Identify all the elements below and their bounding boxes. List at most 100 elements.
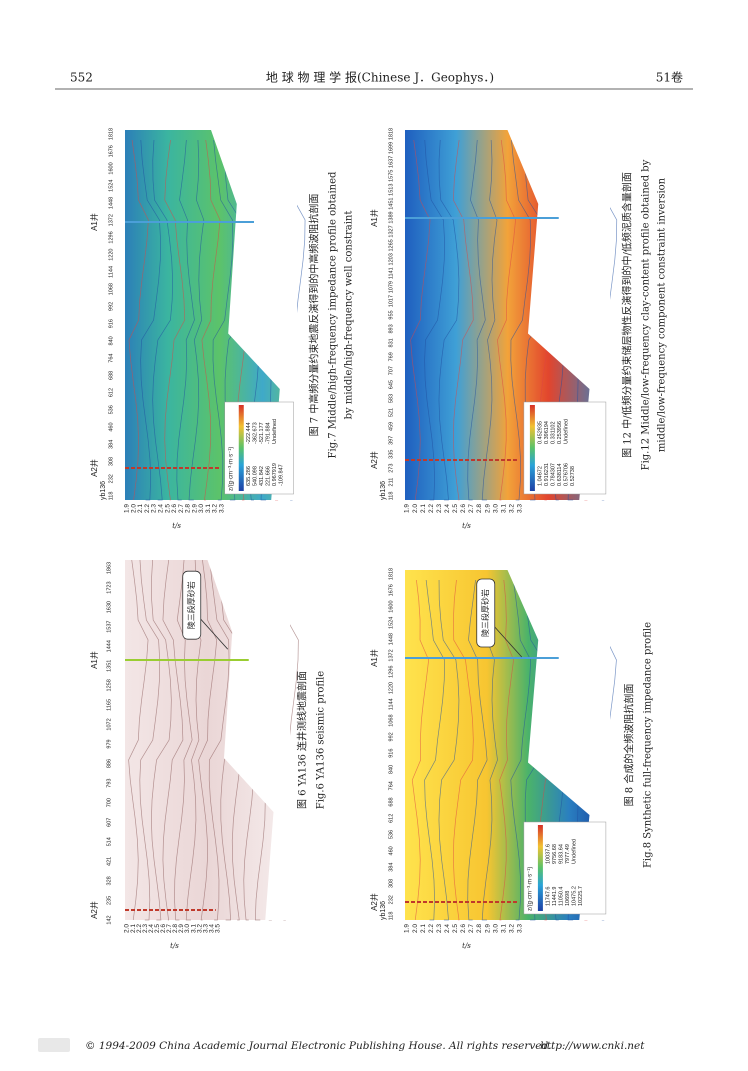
figure: A2井 A1井 yb136 118 211 273 335 397 459 521 583 645 70… xyxy=(369,128,667,530)
time-tick-label: 2.3 xyxy=(436,924,443,933)
copyright: © 1994-2009 China Academic Journal Elect… xyxy=(85,1040,552,1052)
time-tick-label: 2.3 xyxy=(151,504,158,513)
trace-label: 1372 xyxy=(388,649,394,661)
trace-label: 893 xyxy=(388,324,394,333)
legend-value: 11441.9 xyxy=(552,887,558,906)
reflector xyxy=(212,139,234,501)
trace-label: 384 xyxy=(108,440,114,449)
trace-label: 1068 xyxy=(108,283,114,295)
blank-region xyxy=(211,130,297,500)
trace-label: 1600 xyxy=(108,162,114,174)
trace-label: 688 xyxy=(388,797,394,806)
trace-label: 459 xyxy=(388,422,394,431)
trace-label: 308 xyxy=(388,879,394,888)
trace-label: 1863 xyxy=(106,562,112,574)
reflector xyxy=(128,139,149,501)
trace-label: 1265 xyxy=(388,239,394,251)
time-tick-label: 2.4 xyxy=(148,924,155,933)
legend-value: 11050.4 xyxy=(558,887,564,906)
time-tick-label: 2.2 xyxy=(144,504,151,513)
trace-label: 1524 xyxy=(388,617,394,629)
trace-label: 421 xyxy=(106,857,112,866)
reflector xyxy=(411,579,429,921)
trace-label: 1818 xyxy=(388,128,394,140)
time-axis-label: t/s xyxy=(170,942,179,950)
trace-label: 460 xyxy=(108,422,114,431)
trace-label: 1165 xyxy=(106,699,112,711)
trace-label: 335 xyxy=(388,450,394,459)
time-tick-label: 2.1 xyxy=(137,504,144,513)
trace-label: 1676 xyxy=(388,584,394,596)
trace-label: 612 xyxy=(108,388,114,397)
time-tick-label: 3.0 xyxy=(184,924,191,933)
figure: A2井 A1井 yb136 118 232 308 384 460 536 612 688 764 84… xyxy=(369,568,653,950)
time-tick-label: 3.1 xyxy=(190,924,197,933)
time-tick-label: 3.0 xyxy=(492,504,499,513)
well-label: A2井 xyxy=(89,459,99,477)
legend-value: 7977.49 xyxy=(565,844,571,864)
trace-label: 1079 xyxy=(388,281,394,293)
trace-label: 916 xyxy=(388,749,394,758)
trace-label: 1524 xyxy=(108,180,114,192)
time-tick-label: 2.9 xyxy=(191,504,198,513)
trace-label: 118 xyxy=(388,912,394,921)
time-tick-label: 3.2 xyxy=(212,504,219,513)
time-tick-label: 3.0 xyxy=(198,504,205,513)
legend-box xyxy=(523,401,607,495)
time-tick-label: 2.5 xyxy=(452,504,459,513)
trace-label: 793 xyxy=(106,779,112,788)
legend-value: 9183.64 xyxy=(558,844,564,864)
trace-label: 1072 xyxy=(106,718,112,730)
trace-label: 955 xyxy=(388,310,394,319)
trace-label: 1637 xyxy=(388,156,394,168)
reflector xyxy=(198,559,218,921)
annotation: 陵三段厚砂岩 xyxy=(186,581,196,629)
time-tick-label: 2.8 xyxy=(172,924,179,933)
well-label: A1井 xyxy=(89,651,99,669)
time-tick-label: 3.3 xyxy=(516,924,523,933)
trace-label: 916 xyxy=(108,319,114,328)
reflector xyxy=(424,139,445,501)
trace-label: 1630 xyxy=(106,601,112,613)
line-name: yb136 xyxy=(100,481,107,500)
time-tick-label: 2.9 xyxy=(178,924,185,933)
time-tick-label: 2.1 xyxy=(420,924,427,933)
journal-title: 地 球 物 理 学 报(Chinese J．Geophys．) xyxy=(266,70,494,85)
trace-label: 521 xyxy=(388,408,394,417)
figure: A2井 A1井 142 235 328 421 514 607 700 793 886 979 1072… xyxy=(89,559,327,950)
time-tick-label: 2.7 xyxy=(178,504,185,513)
legend-value: 431.842 xyxy=(259,466,265,486)
reflector xyxy=(452,579,474,921)
callout xyxy=(476,578,496,648)
caption-cn: 图 12 中/低频分量约束储层物性反演得到的中/低频泥质含量剖面 xyxy=(621,172,634,458)
trace-label: 1537 xyxy=(106,621,112,633)
figure: A2井 A1井 yb136 118 232 308 384 460 536 612 688 764 84… xyxy=(89,128,354,530)
caption-en: Fig.7 Middle/high-frequency impedance pr… xyxy=(328,171,339,458)
time-tick-label: 3.3 xyxy=(516,504,523,513)
time-tick-label: 2.9 xyxy=(484,504,491,513)
legend-value: 10037.6 xyxy=(545,844,551,864)
trace-label: 235 xyxy=(106,896,112,905)
legend-value: 0.52738 xyxy=(570,466,576,486)
legend-value: -791.884 xyxy=(266,422,272,444)
trace-label: 1444 xyxy=(106,640,112,652)
reflector xyxy=(467,579,488,921)
legend-value: 0.253956 xyxy=(557,421,563,444)
time-tick-label: 2.7 xyxy=(166,924,173,933)
trace-label: 1220 xyxy=(388,682,394,694)
time-tick-label: 3.3 xyxy=(202,924,209,933)
legend-box xyxy=(523,821,607,915)
trace-label: 232 xyxy=(108,474,114,483)
trace-label: 460 xyxy=(388,846,394,855)
trace-label: 1068 xyxy=(388,714,394,726)
trace-label: 232 xyxy=(388,895,394,904)
trace-label: 1389 xyxy=(388,211,394,223)
well-label: A1井 xyxy=(89,213,99,231)
legend-value: 1.04672 xyxy=(537,466,543,486)
legend-value: 10698 xyxy=(565,891,571,906)
trace-label: 764 xyxy=(388,781,394,790)
time-tick-label: 2.5 xyxy=(452,924,459,933)
legend-value: 0.638114 xyxy=(557,463,563,486)
